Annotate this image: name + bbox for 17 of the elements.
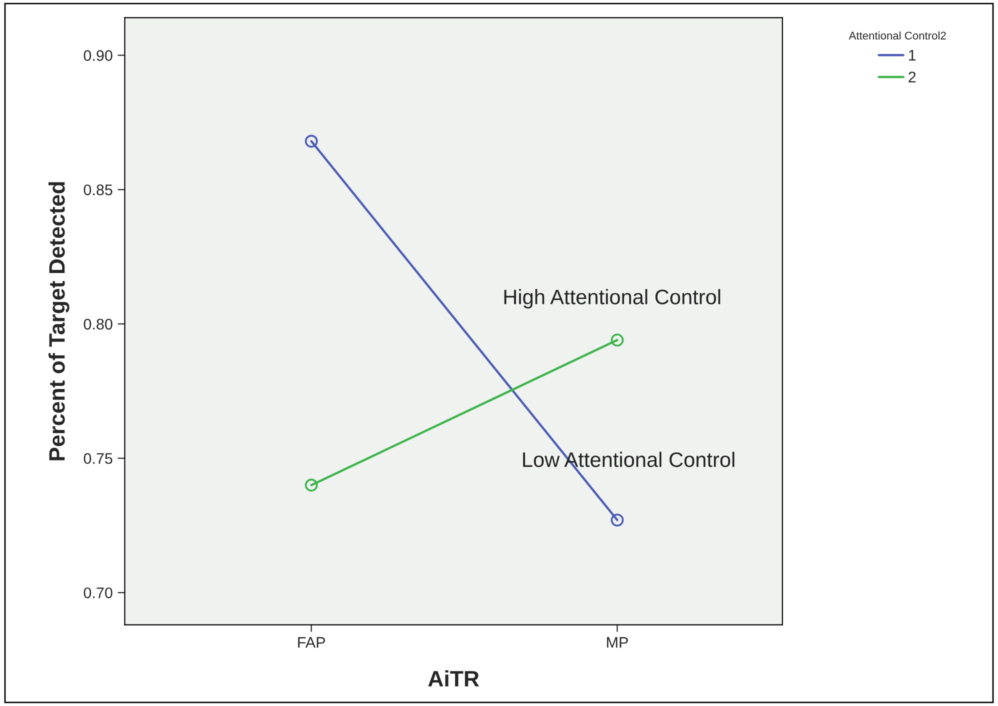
y-axis-title: Percent of Target Detected	[48, 182, 70, 460]
point	[304, 134, 318, 148]
point	[610, 334, 624, 346]
y-tick-label: 0.80	[84, 318, 112, 330]
annotation: High Attentional Control	[504, 289, 720, 308]
point	[304, 478, 318, 492]
y-tick-label: 0.75	[84, 453, 112, 464]
legend-title: Attentional Control2	[848, 31, 946, 40]
legend-label: 1	[909, 50, 916, 60]
y-tick-label: 0.85	[84, 184, 112, 196]
point	[610, 514, 624, 526]
x-tick-label: FAP	[298, 637, 325, 648]
legend-label: 2	[908, 72, 916, 82]
x-axis-title: AiTR	[428, 670, 480, 686]
x-tick-label: MP	[607, 637, 628, 648]
y-tick-label: 0.90	[84, 50, 112, 61]
y-tick-label: 0.70	[84, 587, 112, 598]
